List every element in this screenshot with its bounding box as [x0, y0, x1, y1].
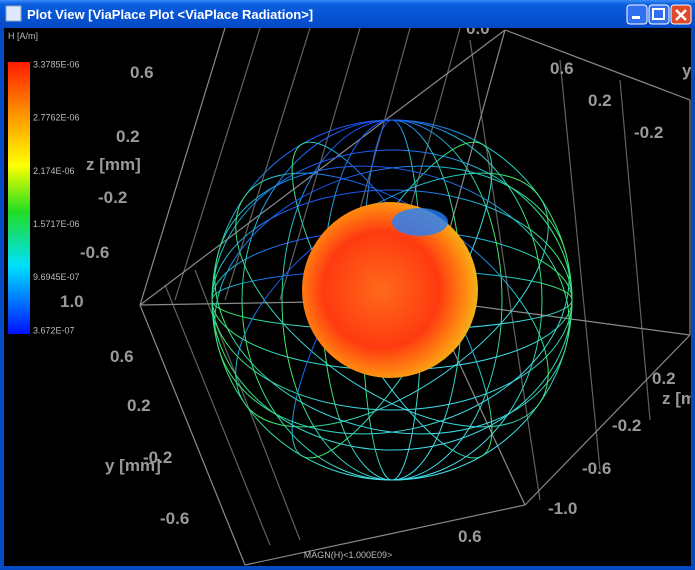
color-bar: [8, 62, 30, 334]
tick-label: -0.6: [582, 459, 611, 478]
tick-label: -0.2: [612, 416, 641, 435]
legend-label: 3.3785E-06: [33, 59, 80, 69]
tick-label: -0.2: [98, 188, 127, 207]
legend-label: 9.6945E-07: [33, 272, 80, 282]
legend-label: 2.7762E-06: [33, 113, 80, 123]
min-button[interactable]: [626, 4, 648, 25]
axis-label: y [mm]: [105, 456, 161, 475]
legend-label: 3.672E-07: [33, 325, 75, 335]
tick-label: 0.6: [458, 527, 482, 546]
app-icon: [5, 5, 22, 22]
tick-label: 0.0: [466, 19, 490, 38]
legend-label: 2.174E-06: [33, 166, 75, 176]
tick-label: -0.6: [160, 509, 189, 528]
tick-label: -0.2: [634, 123, 663, 142]
close-button[interactable]: [670, 4, 692, 25]
inner-sphere: [302, 202, 478, 378]
inner-sphere-spot: [392, 208, 448, 236]
tick-label: -0.6: [80, 243, 109, 262]
tick-label: 0.2: [127, 396, 151, 415]
max-button[interactable]: [648, 4, 670, 25]
scene: 0.6 0.2 -0.2 -0.6 1.0 0.6 0.2 -0.2 -0.6 …: [60, 19, 695, 566]
tick-label: -0.2: [143, 448, 172, 467]
axis-label: y: [682, 61, 692, 80]
tick-label: 0.2: [652, 369, 676, 388]
tick-label: 0.6: [130, 63, 154, 82]
legend-labels: 3.3785E-06 2.7762E-06 2.174E-06 1.5717E-06 9…: [33, 59, 80, 335]
legend-label: 1.5717E-06: [33, 219, 80, 229]
tick-label: 0.2: [588, 91, 612, 110]
window-title: Plot View [ViaPlace Plot <ViaPlace Radia…: [27, 7, 313, 22]
tick-label: 0.6: [110, 347, 134, 366]
title-bar: [0, 0, 695, 28]
footer-label: MAGN(H)<1.000E09>: [304, 550, 393, 560]
tick-label: 1.0: [60, 292, 84, 311]
axis-label: z [m: [662, 389, 695, 408]
tick-label: 0.6: [550, 59, 574, 78]
tick-label: 0.2: [116, 127, 140, 146]
axis-label: z [mm]: [86, 155, 141, 174]
legend-title: H [A/m]: [8, 31, 38, 41]
tick-label: -1.0: [548, 499, 577, 518]
